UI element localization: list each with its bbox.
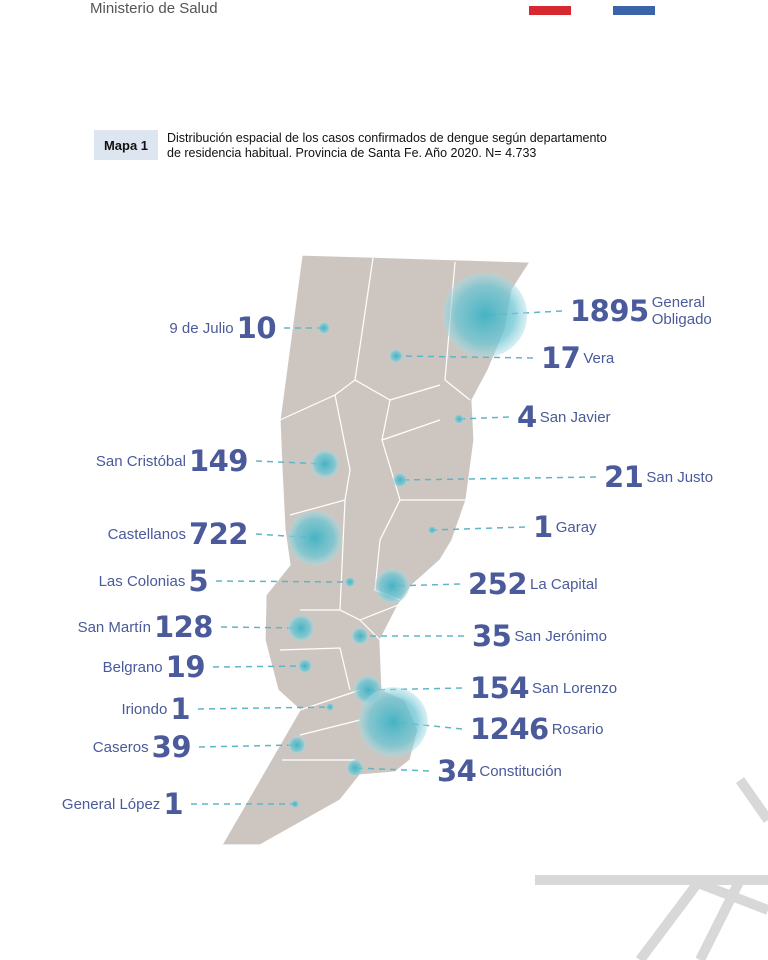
- department-name: Constitución: [479, 762, 562, 780]
- case-bubble: [454, 414, 464, 424]
- case-bubble: [291, 800, 299, 808]
- department-label: San Cristóbal 149: [95, 443, 249, 479]
- caption-line: de residencia habitual. Provincia de San…: [167, 146, 537, 160]
- department-label: 21 San Justo: [604, 459, 713, 495]
- org-name: Ministerio de Salud: [90, 0, 218, 17]
- flag-blue: [613, 6, 655, 15]
- department-label: 1895 General Obligado: [570, 293, 727, 329]
- department-name: San Justo: [646, 468, 714, 486]
- leader-line: [431, 526, 526, 531]
- case-count: 1: [533, 510, 553, 544]
- caption-label: Mapa 1: [94, 130, 158, 160]
- case-count: 128: [153, 610, 214, 644]
- case-bubble: [298, 659, 312, 673]
- leader-line: [395, 355, 534, 359]
- department-name: General López: [61, 795, 161, 813]
- department-label: Iriondo 1: [121, 691, 190, 727]
- department-name: Las Colonias: [98, 572, 186, 590]
- department-name: San Lorenzo: [532, 679, 618, 697]
- case-bubble: [428, 526, 436, 534]
- case-count: 21: [604, 460, 644, 494]
- leader-line: [458, 416, 510, 420]
- case-bubble: [389, 349, 403, 363]
- department-label: Las Colonias 5: [98, 563, 209, 599]
- case-count: 149: [188, 444, 249, 478]
- case-bubble: [346, 759, 364, 777]
- case-count: 19: [165, 650, 206, 684]
- case-count: 35: [472, 619, 512, 653]
- case-bubble: [351, 627, 369, 645]
- leader-line: [212, 665, 306, 668]
- case-count: 4: [517, 400, 537, 434]
- department-name: Caseros: [92, 738, 149, 756]
- department-label: 34 Constitución: [437, 753, 562, 789]
- case-bubble: [374, 568, 410, 604]
- case-count: 1: [163, 787, 183, 821]
- case-count: 722: [188, 517, 249, 551]
- department-name: Vera: [583, 349, 615, 367]
- case-count: 1246: [470, 712, 549, 746]
- department-label: 1246 Rosario: [470, 711, 603, 747]
- department-name: Belgrano: [102, 658, 163, 676]
- department-label: 1 Garay: [533, 509, 597, 545]
- mosquito-decoration: [535, 777, 768, 960]
- case-count: 1: [170, 692, 190, 726]
- leader-line: [215, 580, 351, 583]
- case-count: 10: [236, 311, 277, 345]
- leader-line: [354, 767, 430, 772]
- case-count: 5: [188, 564, 208, 598]
- department-name: San Jerónimo: [514, 627, 607, 645]
- department-name: La Capital: [530, 575, 598, 593]
- case-count: 34: [437, 754, 477, 788]
- department-label: San Martín 128: [77, 609, 214, 645]
- case-count: 154: [470, 671, 530, 705]
- case-count: 39: [151, 730, 192, 764]
- department-name: Iriondo: [121, 700, 168, 718]
- department-label: 17 Vera: [541, 340, 614, 376]
- case-bubble: [358, 687, 428, 757]
- leader-line: [198, 744, 298, 748]
- department-name: San Javier: [539, 408, 611, 426]
- case-bubble: [288, 736, 306, 754]
- caption-text: Distribución espacial de los casos confi…: [167, 131, 607, 161]
- department-label: 252 La Capital: [468, 566, 598, 602]
- case-bubble: [311, 450, 339, 478]
- department-label: 4 San Javier: [517, 399, 611, 435]
- department-name: San Cristóbal: [95, 452, 186, 470]
- case-bubble: [442, 272, 528, 358]
- department-name: 9 de Julio: [169, 319, 234, 337]
- leader-line: [220, 626, 302, 629]
- case-bubble: [287, 614, 315, 642]
- department-label: 9 de Julio 10: [169, 310, 276, 346]
- case-bubble: [392, 472, 408, 488]
- leader-line: [197, 706, 331, 710]
- case-bubble: [326, 703, 334, 711]
- case-bubble: [344, 576, 356, 588]
- department-name: General Obligado: [651, 294, 712, 328]
- case-bubble: [287, 510, 343, 566]
- case-count: 1895: [570, 294, 649, 328]
- case-count: 17: [541, 341, 581, 375]
- case-count: 252: [468, 567, 528, 601]
- department-name: San Martín: [77, 618, 151, 636]
- caption-line: Distribución espacial de los casos confi…: [167, 131, 607, 145]
- department-name: Castellanos: [107, 525, 186, 543]
- department-name: Rosario: [551, 720, 604, 738]
- case-bubble: [318, 322, 330, 334]
- department-label: 154 San Lorenzo: [470, 670, 617, 706]
- department-label: Castellanos 722: [107, 516, 249, 552]
- department-label: Caseros 39: [92, 729, 192, 765]
- department-name: Garay: [555, 518, 597, 536]
- flag-red: [529, 6, 571, 15]
- department-label: General López 1: [61, 786, 184, 822]
- department-label: Belgrano 19: [102, 649, 206, 685]
- department-label: 35 San Jerónimo: [472, 618, 607, 654]
